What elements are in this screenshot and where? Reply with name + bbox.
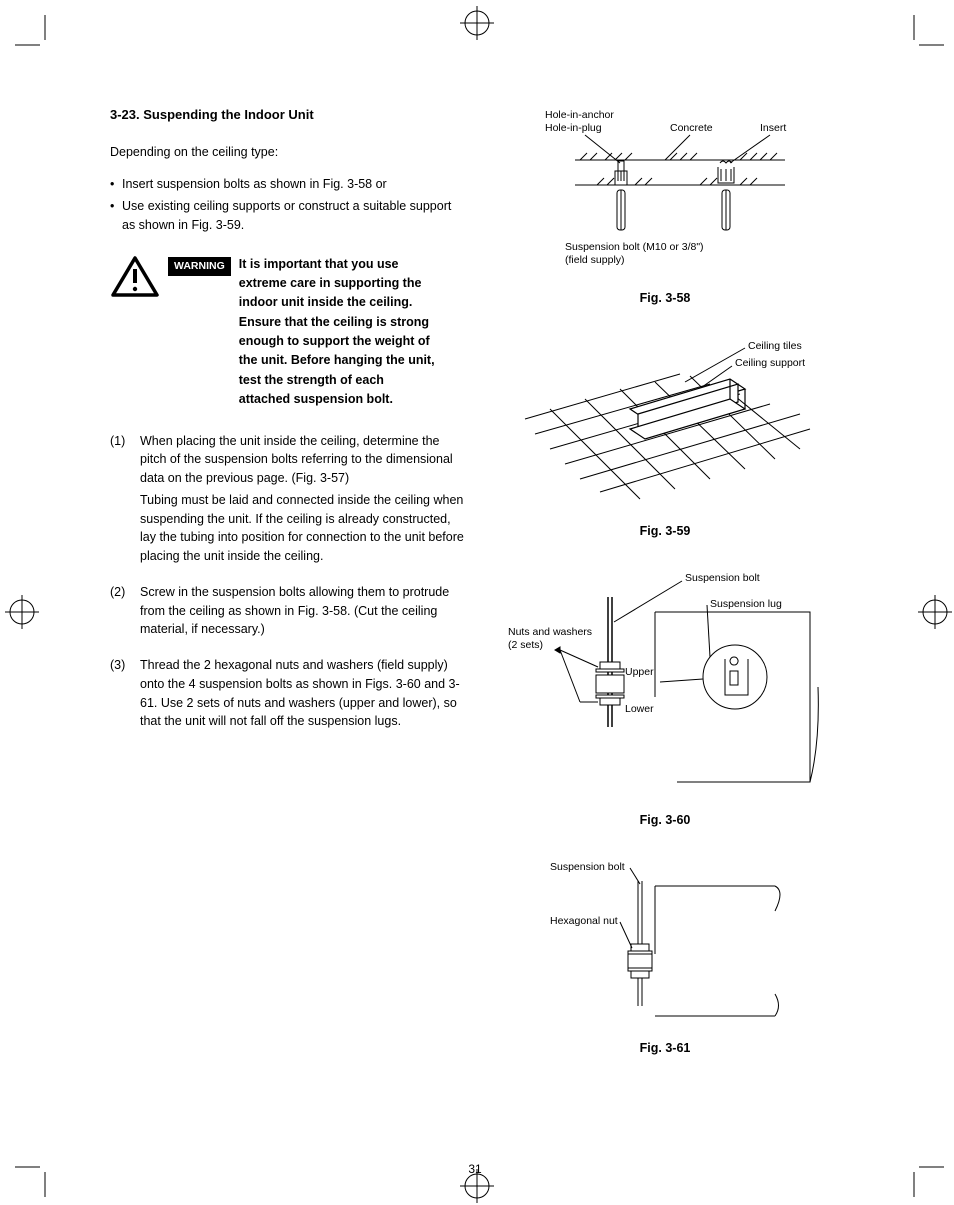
figure-3-58: Hole-in-anchor Hole-in-plug Concrete Ins… xyxy=(495,105,835,308)
figure-3-59: Ceiling tiles Ceiling support xyxy=(495,334,835,542)
fig58-caption: Fig. 3-58 xyxy=(495,289,835,308)
bullet-list: Insert suspension bolts as shown in Fig.… xyxy=(110,175,465,234)
registration-left xyxy=(5,595,39,629)
fig60-label-upper: Upper xyxy=(625,666,654,678)
fig58-label-concrete: Concrete xyxy=(670,122,713,134)
fig61-svg: Suspension bolt Hexagonal nut xyxy=(520,856,810,1026)
warning-block: WARNING It is important that you use ext… xyxy=(110,255,465,410)
crop-mark-tr xyxy=(904,15,944,55)
fig59-label-tiles: Ceiling tiles xyxy=(748,340,802,352)
step-text: Tubing must be laid and connected inside… xyxy=(140,491,465,566)
figure-3-60: Suspension bolt Suspension lug Nuts and … xyxy=(495,567,835,830)
fig60-label-nuts1: Nuts and washers xyxy=(508,626,592,638)
fig60-label-nuts2: (2 sets) xyxy=(508,639,543,651)
fig58-label-plug: Hole-in-plug xyxy=(545,122,602,134)
section-title: 3-23. Suspending the Indoor Unit xyxy=(110,105,465,125)
fig61-caption: Fig. 3-61 xyxy=(495,1039,835,1058)
step-number: (3) xyxy=(110,656,140,734)
registration-right xyxy=(918,595,952,629)
fig61-label-nut: Hexagonal nut xyxy=(550,915,618,927)
fig59-label-support: Ceiling support xyxy=(735,357,805,369)
fig58-note-line2: (field supply) xyxy=(565,254,625,266)
intro-text: Depending on the ceiling type: xyxy=(110,143,465,162)
fig59-caption: Fig. 3-59 xyxy=(495,522,835,541)
step-2: (2) Screw in the suspension bolts allowi… xyxy=(110,583,465,642)
page-content: 3-23. Suspending the Indoor Unit Dependi… xyxy=(110,105,840,1084)
fig60-label-lug: Suspension lug xyxy=(710,598,782,610)
fig60-svg: Suspension bolt Suspension lug Nuts and … xyxy=(500,567,830,797)
fig60-label-bolt: Suspension bolt xyxy=(685,572,760,584)
crop-mark-br xyxy=(904,1157,944,1197)
page-number: 31 xyxy=(110,1160,840,1178)
crop-mark-bl xyxy=(15,1157,55,1197)
registration-top xyxy=(460,6,494,40)
fig59-svg: Ceiling tiles Ceiling support xyxy=(510,334,820,509)
warning-icon xyxy=(110,255,160,299)
step-list: (1) When placing the unit inside the cei… xyxy=(110,432,465,735)
fig58-svg: Hole-in-anchor Hole-in-plug Concrete Ins… xyxy=(515,105,815,275)
fig58-label-insert: Insert xyxy=(760,122,786,134)
fig58-label-anchor: Hole-in-anchor xyxy=(545,109,614,121)
figure-column: Hole-in-anchor Hole-in-plug Concrete Ins… xyxy=(495,105,835,1084)
bullet-item: Use existing ceiling supports or constru… xyxy=(110,197,465,235)
step-number: (2) xyxy=(110,583,140,642)
step-1: (1) When placing the unit inside the cei… xyxy=(110,432,465,569)
fig58-note-line1: Suspension bolt (M10 or 3/8") xyxy=(565,241,704,253)
step-text: Thread the 2 hexagonal nuts and washers … xyxy=(140,656,465,731)
warning-text: It is important that you use extreme car… xyxy=(239,255,439,410)
step-number: (1) xyxy=(110,432,140,569)
figure-3-61: Suspension bolt Hexagonal nut xyxy=(495,856,835,1059)
step-3: (3) Thread the 2 hexagonal nuts and wash… xyxy=(110,656,465,734)
step-text: Screw in the suspension bolts allowing t… xyxy=(140,583,465,639)
step-text: When placing the unit inside the ceiling… xyxy=(140,432,465,488)
crop-mark-tl xyxy=(15,15,55,55)
fig60-caption: Fig. 3-60 xyxy=(495,811,835,830)
text-column: 3-23. Suspending the Indoor Unit Dependi… xyxy=(110,105,465,1084)
fig60-label-lower: Lower xyxy=(625,703,654,715)
bullet-item: Insert suspension bolts as shown in Fig.… xyxy=(110,175,465,194)
fig61-label-bolt: Suspension bolt xyxy=(550,861,625,873)
warning-label: WARNING xyxy=(168,257,231,277)
